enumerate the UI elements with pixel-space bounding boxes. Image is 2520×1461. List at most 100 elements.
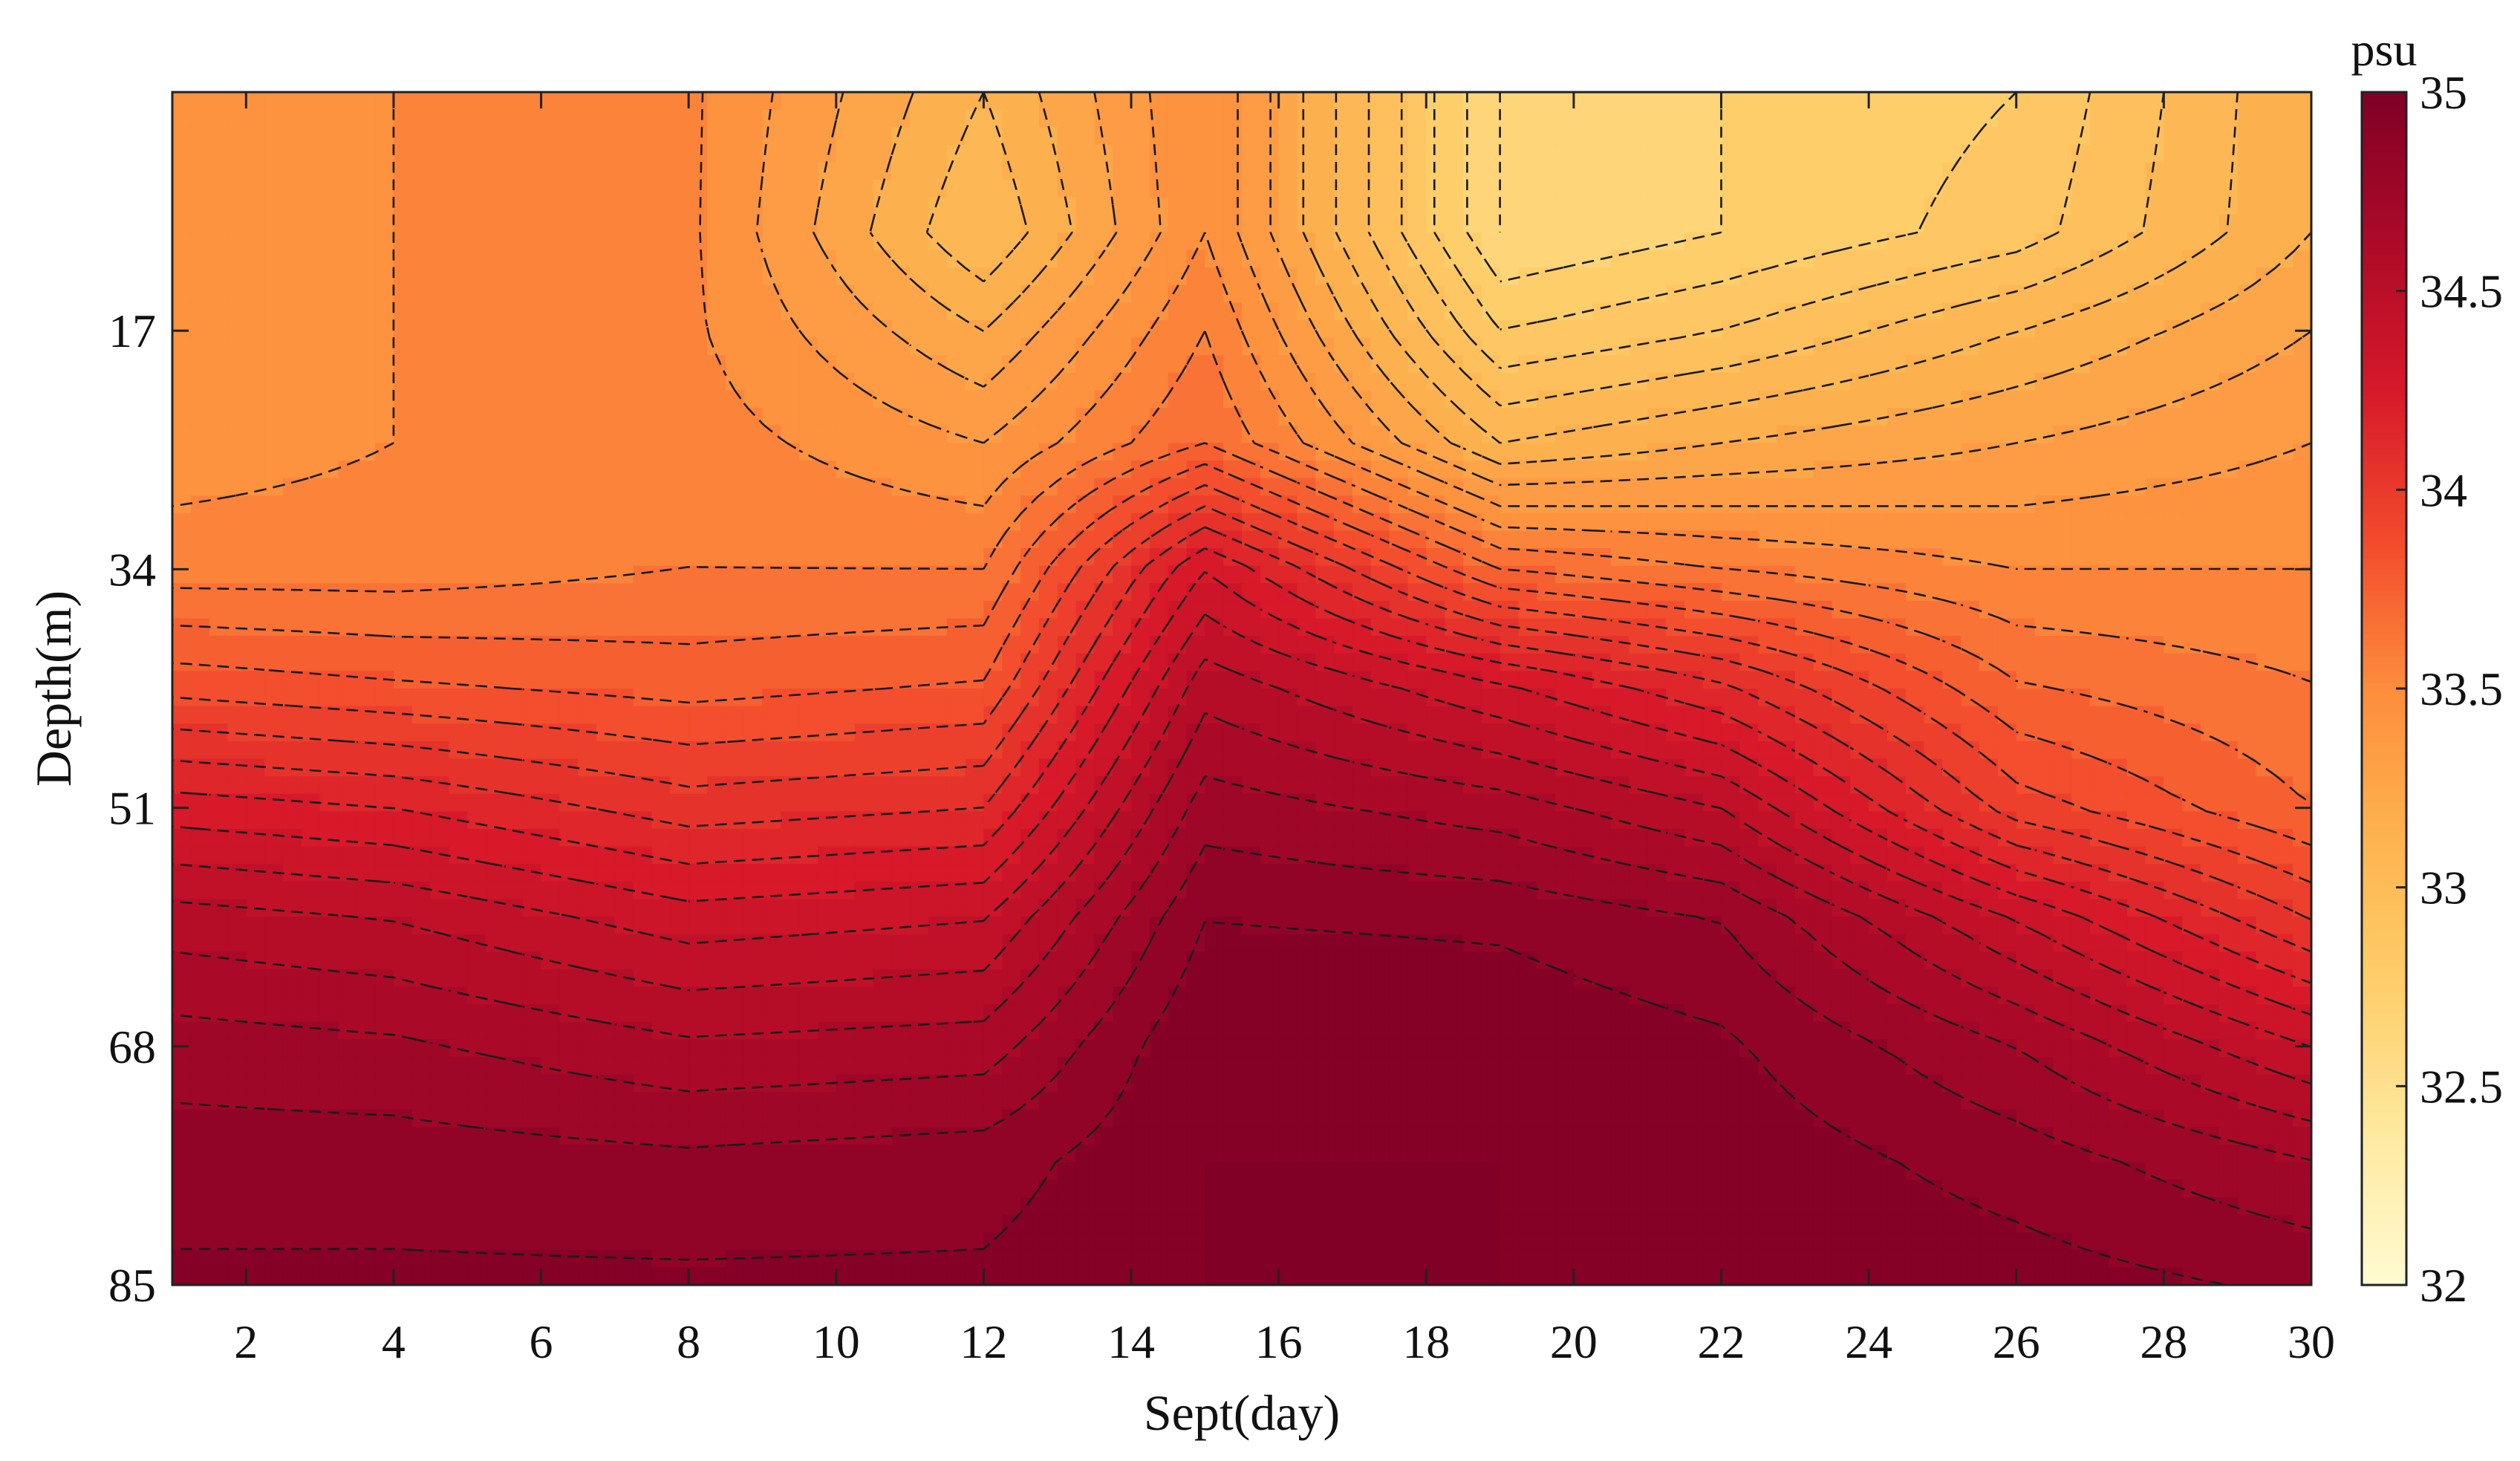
salinity-cell	[891, 618, 911, 637]
salinity-cell	[799, 513, 818, 532]
salinity-cell	[1481, 793, 1501, 813]
salinity-cell	[411, 600, 432, 619]
salinity-cell	[1389, 408, 1409, 426]
salinity-cell	[504, 723, 524, 742]
salinity-cell	[1850, 478, 1869, 497]
salinity-cell	[1924, 127, 1944, 146]
salinity-cell	[983, 723, 1003, 742]
salinity-cell	[1389, 92, 1409, 111]
salinity-cell	[430, 758, 450, 777]
salinity-cell	[1997, 109, 2017, 128]
salinity-cell	[670, 706, 689, 725]
salinity-cell	[430, 671, 450, 689]
salinity-cell	[1647, 828, 1667, 847]
salinity-cell	[2274, 162, 2293, 180]
salinity-cell	[707, 390, 726, 409]
salinity-cell	[817, 144, 837, 163]
salinity-cell	[2237, 320, 2257, 339]
salinity-cell	[1924, 478, 1944, 497]
salinity-cell	[227, 109, 247, 128]
salinity-cell	[430, 689, 450, 707]
salinity-cell	[522, 513, 542, 532]
salinity-cell	[2182, 320, 2201, 339]
salinity-cell	[1573, 232, 1593, 251]
salinity-cell	[743, 548, 764, 567]
salinity-cell	[910, 548, 929, 567]
salinity-cell	[2034, 741, 2054, 760]
salinity-cell	[1777, 758, 1796, 777]
salinity-cell	[1113, 408, 1132, 426]
salinity-cell	[1278, 197, 1298, 216]
salinity-cell	[319, 144, 339, 163]
salinity-cell	[541, 723, 561, 742]
salinity-cell	[1407, 723, 1427, 742]
salinity-cell	[2256, 478, 2276, 497]
salinity-cell	[2071, 109, 2091, 128]
salinity-cell	[467, 478, 486, 497]
salinity-cell	[172, 793, 192, 813]
salinity-cell	[633, 162, 653, 180]
salinity-cell	[2071, 144, 2091, 163]
salinity-cell	[1278, 372, 1298, 391]
salinity-cell	[817, 548, 837, 567]
salinity-cell	[1610, 372, 1630, 391]
salinity-cell	[264, 706, 284, 725]
salinity-cell	[1038, 284, 1058, 304]
salinity-cell	[891, 443, 911, 461]
salinity-cell	[301, 162, 321, 180]
salinity-cell	[522, 671, 542, 689]
salinity-cell	[873, 478, 893, 497]
salinity-cell	[2201, 267, 2220, 286]
salinity-cell	[246, 390, 265, 409]
salinity-cell	[486, 723, 505, 742]
salinity-cell	[1777, 320, 1796, 339]
salinity-cell	[1242, 689, 1261, 707]
salinity-cell	[928, 127, 948, 146]
salinity-cell	[504, 425, 524, 444]
salinity-cell	[1002, 127, 1021, 146]
salinity-cell	[1462, 636, 1482, 654]
salinity-cell	[1573, 636, 1593, 654]
salinity-cell	[596, 495, 616, 514]
salinity-cell	[1075, 618, 1095, 637]
salinity-cell	[1850, 92, 1869, 111]
salinity-cell	[633, 109, 653, 128]
salinity-cell	[1168, 495, 1188, 514]
salinity-cell	[633, 741, 653, 760]
salinity-cell	[2108, 320, 2128, 339]
salinity-cell	[282, 530, 302, 549]
salinity-cell	[2034, 337, 2054, 357]
salinity-cell	[688, 109, 708, 128]
salinity-cell	[264, 284, 284, 304]
salinity-cell	[1592, 390, 1612, 409]
salinity-cell	[1739, 372, 1759, 391]
salinity-cell	[983, 144, 1003, 163]
salinity-cell	[449, 250, 469, 268]
salinity-cell	[1205, 425, 1224, 444]
salinity-cell	[1537, 390, 1556, 409]
salinity-cell	[743, 425, 764, 444]
salinity-cell	[2237, 267, 2257, 286]
salinity-cell	[1592, 232, 1612, 251]
salinity-cell	[2237, 636, 2257, 654]
salinity-cell	[338, 250, 358, 268]
salinity-cell	[1020, 109, 1040, 128]
salinity-cell	[1961, 495, 1980, 514]
salinity-cell	[1278, 723, 1298, 742]
salinity-cell	[2053, 250, 2073, 268]
salinity-cell	[319, 337, 339, 357]
salinity-cell	[946, 337, 966, 357]
salinity-cell	[1260, 284, 1280, 304]
salinity-cell	[264, 92, 284, 111]
salinity-cell	[1869, 811, 1888, 830]
salinity-cell	[541, 92, 561, 111]
salinity-cell	[633, 618, 653, 637]
salinity-cell	[2090, 776, 2109, 795]
salinity-cell	[1149, 408, 1169, 426]
salinity-cell	[854, 583, 874, 602]
salinity-cell	[375, 250, 394, 268]
salinity-cell	[1961, 636, 1980, 654]
salinity-cell	[1666, 495, 1685, 514]
salinity-cell	[891, 653, 911, 672]
salinity-cell	[1242, 671, 1261, 689]
